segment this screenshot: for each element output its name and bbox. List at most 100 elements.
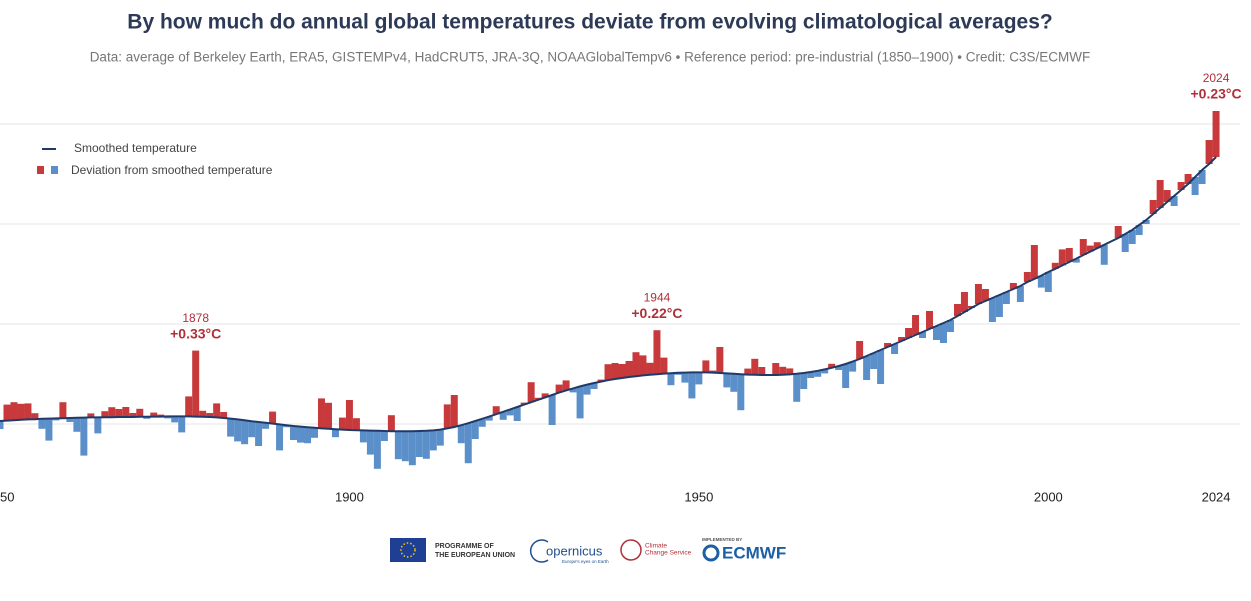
deviation-bar (939, 323, 947, 343)
deviation-bar (24, 403, 32, 420)
deviation-bar (730, 373, 738, 392)
deviation-bar (506, 409, 514, 416)
plot-area: 1878+0.33°C 1944+0.22°C 2024+0.23°C (0, 71, 1242, 469)
deviation-bar (1149, 200, 1157, 214)
deviation-bar (485, 416, 493, 421)
deviation-bar (898, 337, 906, 341)
deviation-bar (758, 367, 766, 375)
deviation-bar (1205, 140, 1213, 164)
c3s-icon (620, 539, 642, 561)
deviation-bar (1002, 292, 1010, 304)
deviation-bar (541, 393, 549, 398)
x-tick-label: 2000 (1034, 489, 1063, 504)
logo-text: PROGRAMME OF (435, 543, 494, 550)
deviation-bar (304, 427, 312, 444)
deviation-bar (150, 412, 158, 417)
deviation-bar (380, 431, 388, 441)
deviation-bar (1170, 196, 1178, 206)
deviation-bar (429, 430, 437, 451)
deviation-bar (0, 421, 4, 429)
deviation-bar (562, 380, 570, 391)
deviation-bar (171, 416, 179, 423)
deviation-bar (1177, 182, 1185, 190)
deviation-bar (101, 411, 109, 418)
deviation-bar (926, 311, 934, 329)
legend-label: Deviation from smoothed temperature (71, 163, 273, 177)
deviation-bar (185, 396, 193, 417)
chart-title: By how much do annual global temperature… (127, 11, 1052, 34)
deviation-bar (513, 407, 521, 421)
deviation-bar (220, 412, 228, 418)
deviation-bar (583, 384, 591, 395)
deviation-bar (262, 422, 270, 429)
deviation-bar (688, 372, 696, 399)
deviation-bar (1016, 286, 1024, 302)
deviation-bar (122, 407, 130, 417)
annotation-value: +0.22°C (631, 305, 682, 321)
deviation-bar (345, 400, 353, 430)
deviation-bar (73, 417, 81, 432)
deviation-bar (653, 330, 661, 375)
deviation-bar (737, 374, 745, 411)
deviation-bar (772, 363, 780, 375)
deviation-bar (632, 352, 640, 377)
deviation-bar (255, 422, 263, 446)
deviation-bar (59, 402, 67, 419)
deviation-bar (450, 395, 458, 427)
deviation-bar (702, 360, 710, 373)
deviation-bar (66, 418, 74, 422)
deviation-bar (681, 372, 689, 383)
deviation-bar (1191, 177, 1199, 195)
deviation-bar (136, 408, 144, 417)
legend-label: Smoothed temperature (74, 141, 197, 155)
deviation-bar (241, 420, 249, 445)
deviation-bar (1072, 258, 1080, 263)
deviation-bar (1184, 174, 1192, 184)
grid (0, 123, 1240, 425)
logo-text: THE EUROPEAN UNION (435, 552, 515, 559)
deviation-bar (1128, 230, 1136, 244)
deviation-bar (213, 403, 221, 418)
deviation-bar (618, 364, 626, 378)
x-tick-label: 1900 (335, 489, 364, 504)
eu-flag (390, 538, 426, 562)
deviation-bar (884, 343, 892, 347)
deviation-bar (828, 363, 836, 368)
deviation-bar (1079, 239, 1087, 255)
deviation-bar (408, 431, 416, 466)
deviation-bar (1037, 275, 1045, 288)
deviation-bar (800, 373, 808, 389)
deviation-bar (814, 370, 822, 377)
deviation-bar (234, 419, 242, 442)
deviation-bar (1198, 170, 1206, 184)
deviation-bar (331, 429, 339, 438)
annotation-value: +0.23°C (1190, 86, 1241, 102)
deviation-bar (290, 426, 298, 440)
deviation-bar (31, 413, 39, 420)
deviation-bar (639, 355, 647, 376)
deviation-bar (1030, 245, 1038, 279)
deviation-bar (1100, 244, 1108, 265)
deviation-bar (744, 368, 752, 375)
deviation-bar (38, 418, 46, 429)
deviation-bar (723, 373, 731, 388)
deviation-bar (178, 416, 186, 433)
deviation-bar (988, 298, 996, 322)
deviation-bar (471, 421, 479, 439)
ecmwf-icon (702, 544, 720, 562)
deviation-bar (667, 373, 675, 386)
deviation-bar (1093, 242, 1101, 249)
deviation-bar (995, 295, 1003, 317)
deviation-bar (499, 411, 507, 420)
deviation-bar (1212, 111, 1220, 157)
copernicus-c (529, 539, 549, 563)
deviation-bar (842, 364, 850, 388)
eu-stars (400, 542, 416, 558)
deviation-bar (779, 366, 787, 375)
deviation-bar (199, 410, 207, 417)
deviation-bar (478, 418, 486, 427)
legend-neg-icon (51, 166, 58, 174)
deviation-bar (311, 427, 318, 438)
deviation-bar (317, 398, 325, 429)
